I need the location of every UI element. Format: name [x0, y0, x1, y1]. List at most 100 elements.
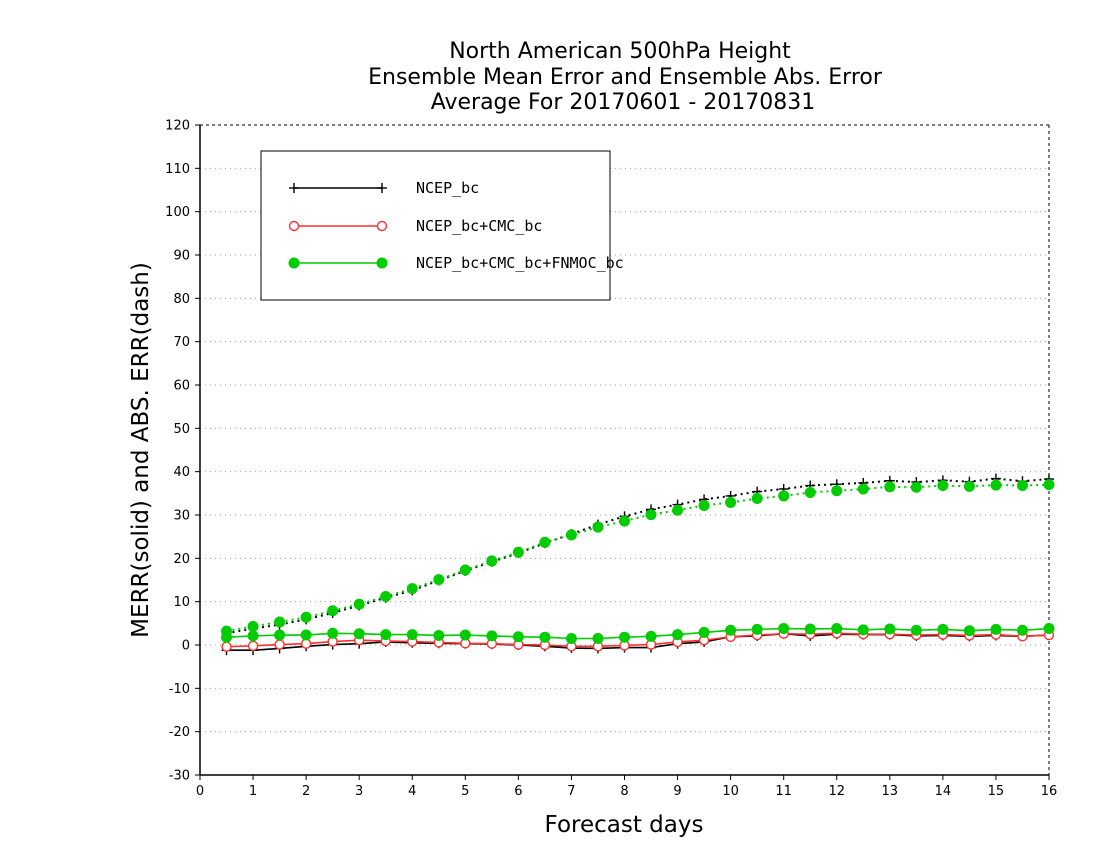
- filled-circle-marker: [380, 629, 392, 641]
- filled-circle-marker: [327, 627, 339, 639]
- filled-circle-marker: [406, 583, 418, 595]
- x-tick-label: 11: [775, 784, 792, 799]
- x-tick-label: 14: [935, 784, 952, 799]
- filled-circle-marker: [857, 483, 869, 495]
- plus-marker: [289, 183, 299, 193]
- x-tick-label: 12: [828, 784, 845, 799]
- filled-circle-marker: [512, 546, 524, 558]
- y-tick-label: 30: [173, 509, 190, 524]
- y-tick-label: 120: [165, 119, 190, 134]
- x-tick-label: 13: [882, 784, 899, 799]
- filled-circle-marker: [486, 555, 498, 567]
- filled-circle-marker: [539, 536, 551, 548]
- filled-circle-marker: [804, 623, 816, 635]
- filled-circle-marker: [910, 481, 922, 493]
- filled-circle-marker: [1043, 479, 1055, 491]
- y-tick-label: 60: [173, 379, 190, 394]
- filled-circle-marker: [698, 499, 710, 511]
- filled-circle-marker: [353, 628, 365, 640]
- plus-marker: [377, 183, 387, 193]
- filled-circle-marker: [910, 624, 922, 636]
- x-axis-title: Forecast days: [545, 812, 704, 838]
- y-tick-label: 70: [173, 335, 190, 350]
- filled-circle-marker: [619, 631, 630, 643]
- filled-circle-marker: [672, 629, 684, 641]
- series-lines: [221, 473, 1055, 656]
- filled-circle-marker: [592, 633, 604, 644]
- filled-circle-marker: [433, 574, 445, 586]
- filled-circle-marker: [884, 623, 896, 635]
- x-tick-label: 7: [567, 784, 575, 799]
- filled-circle-marker: [486, 630, 498, 642]
- y-tick-label: 20: [173, 552, 190, 567]
- x-tick-label: 9: [673, 784, 681, 799]
- filled-circle-marker: [778, 490, 790, 502]
- legend-label: NCEP_bc+CMC_bc: [416, 217, 542, 235]
- filled-circle-marker: [459, 564, 471, 576]
- chart-title: North American 500hPa Height Ensemble Me…: [368, 39, 883, 115]
- filled-circle-marker: [725, 624, 737, 636]
- filled-circle-marker: [274, 616, 286, 628]
- title-line-2: Ensemble Mean Error and Ensemble Abs. Er…: [368, 65, 883, 90]
- filled-circle-marker: [353, 598, 365, 610]
- legend: NCEP_bc NCEP_bc+CMC_bc NCEP_bc+CMC_bc+FNMO…: [260, 150, 624, 301]
- filled-circle-marker: [937, 480, 949, 492]
- x-tick-label: 8: [620, 784, 628, 799]
- filled-circle-marker: [645, 509, 657, 521]
- filled-circle-marker: [221, 631, 233, 643]
- y-tick-label: 90: [173, 249, 190, 264]
- series-line-ncep-bc-cmc-bc-fnmoc-bc-merr: [226, 627, 1050, 640]
- filled-circle-marker: [778, 623, 790, 635]
- x-tick-label: 15: [988, 784, 1005, 799]
- filled-circle-marker: [565, 529, 577, 541]
- filled-circle-marker: [459, 629, 471, 641]
- filled-circle-marker: [963, 625, 975, 637]
- filled-circle-marker: [300, 611, 312, 623]
- filled-circle-marker: [565, 633, 577, 644]
- filled-circle-marker: [645, 630, 657, 642]
- filled-circle-marker: [1016, 480, 1028, 492]
- filled-circle-marker: [884, 481, 896, 493]
- legend-label: NCEP_bc+CMC_bc+FNMOC_bc: [416, 254, 624, 272]
- filled-circle-marker: [247, 630, 259, 642]
- x-tick-label: 0: [196, 784, 204, 799]
- filled-circle-marker: [990, 623, 1002, 635]
- filled-circle-marker: [539, 631, 551, 643]
- filled-circle-marker: [376, 257, 388, 269]
- series-line-ncep-bc-abs-err: [226, 477, 1050, 635]
- legend-label: NCEP_bc: [416, 179, 479, 197]
- title-line-3: Average For 20170601 - 20170831: [431, 90, 816, 115]
- filled-circle-marker: [406, 629, 418, 641]
- title-line-1: North American 500hPa Height: [449, 39, 791, 64]
- y-tick-label: 0: [182, 639, 190, 654]
- filled-circle-marker: [698, 626, 710, 638]
- open-circle-marker: [288, 220, 300, 232]
- filled-circle-marker: [963, 480, 975, 492]
- y-tick-label: 110: [165, 162, 190, 177]
- filled-circle-marker: [725, 496, 737, 508]
- filled-circle-marker: [990, 479, 1002, 491]
- open-circle-marker: [247, 640, 259, 652]
- x-tick-label: 4: [408, 784, 416, 799]
- y-tick-label: 40: [173, 465, 190, 480]
- filled-circle-marker: [831, 485, 843, 497]
- y-tick-label: 100: [165, 205, 190, 220]
- x-tick-label: 2: [302, 784, 310, 799]
- filled-circle-marker: [672, 504, 684, 516]
- filled-circle-marker: [327, 605, 339, 617]
- filled-circle-marker: [274, 629, 286, 641]
- filled-circle-marker: [619, 515, 630, 527]
- y-tick-label: 50: [173, 422, 190, 437]
- filled-circle-marker: [380, 590, 392, 602]
- x-tick-label: 3: [355, 784, 363, 799]
- filled-circle-marker: [751, 623, 763, 635]
- filled-circle-marker: [288, 257, 300, 269]
- filled-circle-marker: [512, 631, 524, 643]
- x-tick-label: 5: [461, 784, 469, 799]
- open-circle-marker: [274, 639, 285, 650]
- open-circle-marker: [221, 641, 232, 652]
- filled-circle-marker: [300, 629, 312, 641]
- filled-circle-marker: [831, 623, 843, 635]
